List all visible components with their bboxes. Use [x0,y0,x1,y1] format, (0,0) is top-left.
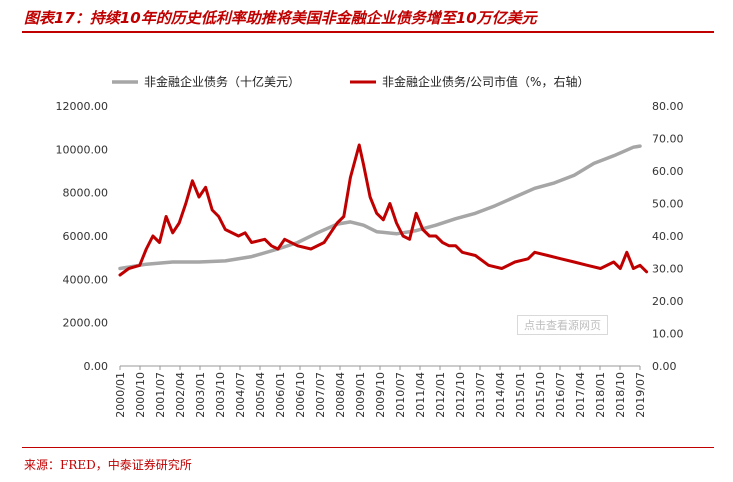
x-tick-label: 2011/04 [414,372,427,418]
x-tick-label: 2013/07 [474,372,487,418]
x-tick-label: 2009/01 [354,372,367,418]
legend-label-debt: 非金融企业债务（十亿美元） [144,74,300,89]
source-divider [22,447,714,448]
x-tick-label: 2003/10 [214,372,227,418]
x-tick-label: 2002/04 [174,372,187,418]
x-tick-label: 2000/01 [114,372,127,418]
x-tick-label: 2001/07 [154,372,167,418]
series-line-debt [118,144,642,271]
x-tick-label: 2012/01 [434,372,447,418]
y-right-tick-label: 80.00 [652,100,684,113]
x-tick-label: 2009/10 [374,372,387,418]
x-tick-label: 2012/10 [454,372,467,418]
x-tick-label: 2006/01 [274,372,287,418]
y-right-tick-label: 10.00 [652,328,684,341]
x-tick-label: 2003/01 [194,372,207,418]
x-tick-label: 2007/07 [314,372,327,418]
title-underline [22,31,714,33]
y-left-tick-label: 12000.00 [56,100,109,113]
x-tick-label: 2019/07 [634,372,647,418]
chart-title: 图表17：持续10年的历史低利率助推将美国非金融企业债务增至10万亿美元 [24,9,537,27]
y-left-tick-label: 0.00 [84,360,109,373]
y-right-tick-label: 30.00 [652,263,684,276]
axes: 0.00 2000.00 4000.00 6000.00 8000.00 10000.00… [56,100,684,418]
y-right-tick-label: 60.00 [652,165,684,178]
x-tick-label: 2017/04 [574,372,587,418]
x-tick-label: 2008/04 [334,372,347,418]
x-tick-label: 2010/07 [394,372,407,418]
y-right-tick-label: 40.00 [652,230,684,243]
x-tick-label: 2018/10 [614,372,627,418]
y-left-tick-label: 4000.00 [63,273,109,286]
series-lines [118,143,649,277]
source-note: 来源：FRED，中泰证券研究所 [24,458,192,472]
y-left-tick-label: 10000.00 [56,143,109,156]
x-tick-label: 2006/10 [294,372,307,418]
y-right-tick-label: 0.00 [652,360,677,373]
series-line-ratio [118,143,649,277]
y-left-tick-label: 8000.00 [63,187,109,200]
y-left-tick-label: 2000.00 [63,317,109,330]
legend: 非金融企业债务（十亿美元） 非金融企业债务/公司市值（%，右轴） [112,74,589,89]
x-tick-label: 2015/10 [534,372,547,418]
x-tick-label: 2000/10 [134,372,147,418]
y-left-tick-label: 6000.00 [63,230,109,243]
x-tick-label: 2015/01 [514,372,527,418]
watermark-label: 点击查看源网页 [517,315,608,335]
x-tick-label: 2014/04 [494,372,507,418]
x-tick-label: 2004/07 [234,372,247,418]
y-right-tick-label: 70.00 [652,133,684,146]
x-tick-label: 2018/01 [594,372,607,418]
y-right-tick-label: 50.00 [652,198,684,211]
x-tick-label: 2005/04 [254,372,267,418]
y-right-tick-label: 20.00 [652,295,684,308]
legend-label-ratio: 非金融企业债务/公司市值（%，右轴） [382,74,589,89]
x-tick-label: 2016/07 [554,372,567,418]
